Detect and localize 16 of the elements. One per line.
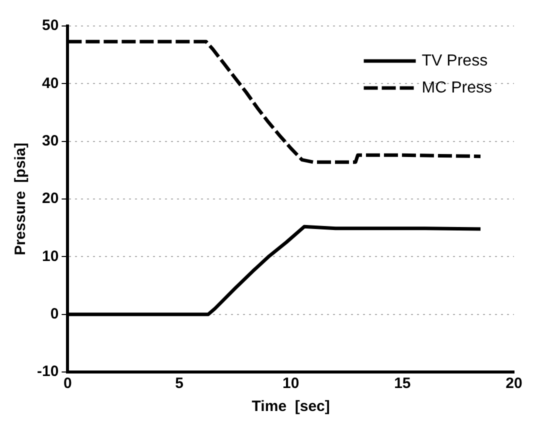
y-tick-label: 40 (42, 74, 59, 92)
x-tick-label: 20 (506, 375, 522, 392)
x-tick-label: 10 (282, 375, 300, 392)
legend-label: TV Press (422, 52, 488, 70)
legend-label: MC Press (422, 79, 492, 96)
x-tick-label: 0 (64, 375, 72, 392)
x-tick-label: 15 (394, 375, 411, 392)
y-axis-title: Pressure [psia] (12, 142, 30, 256)
x-axis-title: Time [sec] (252, 398, 330, 416)
y-tick-label: -10 (36, 363, 59, 380)
y-tick-label: 20 (42, 190, 59, 208)
x-tick-label: 5 (175, 375, 184, 392)
y-tick-label: 50 (42, 17, 59, 34)
y-tick-label: 30 (42, 132, 59, 150)
y-tick-label: 0 (50, 305, 59, 322)
y-tick-label: 10 (42, 248, 59, 265)
